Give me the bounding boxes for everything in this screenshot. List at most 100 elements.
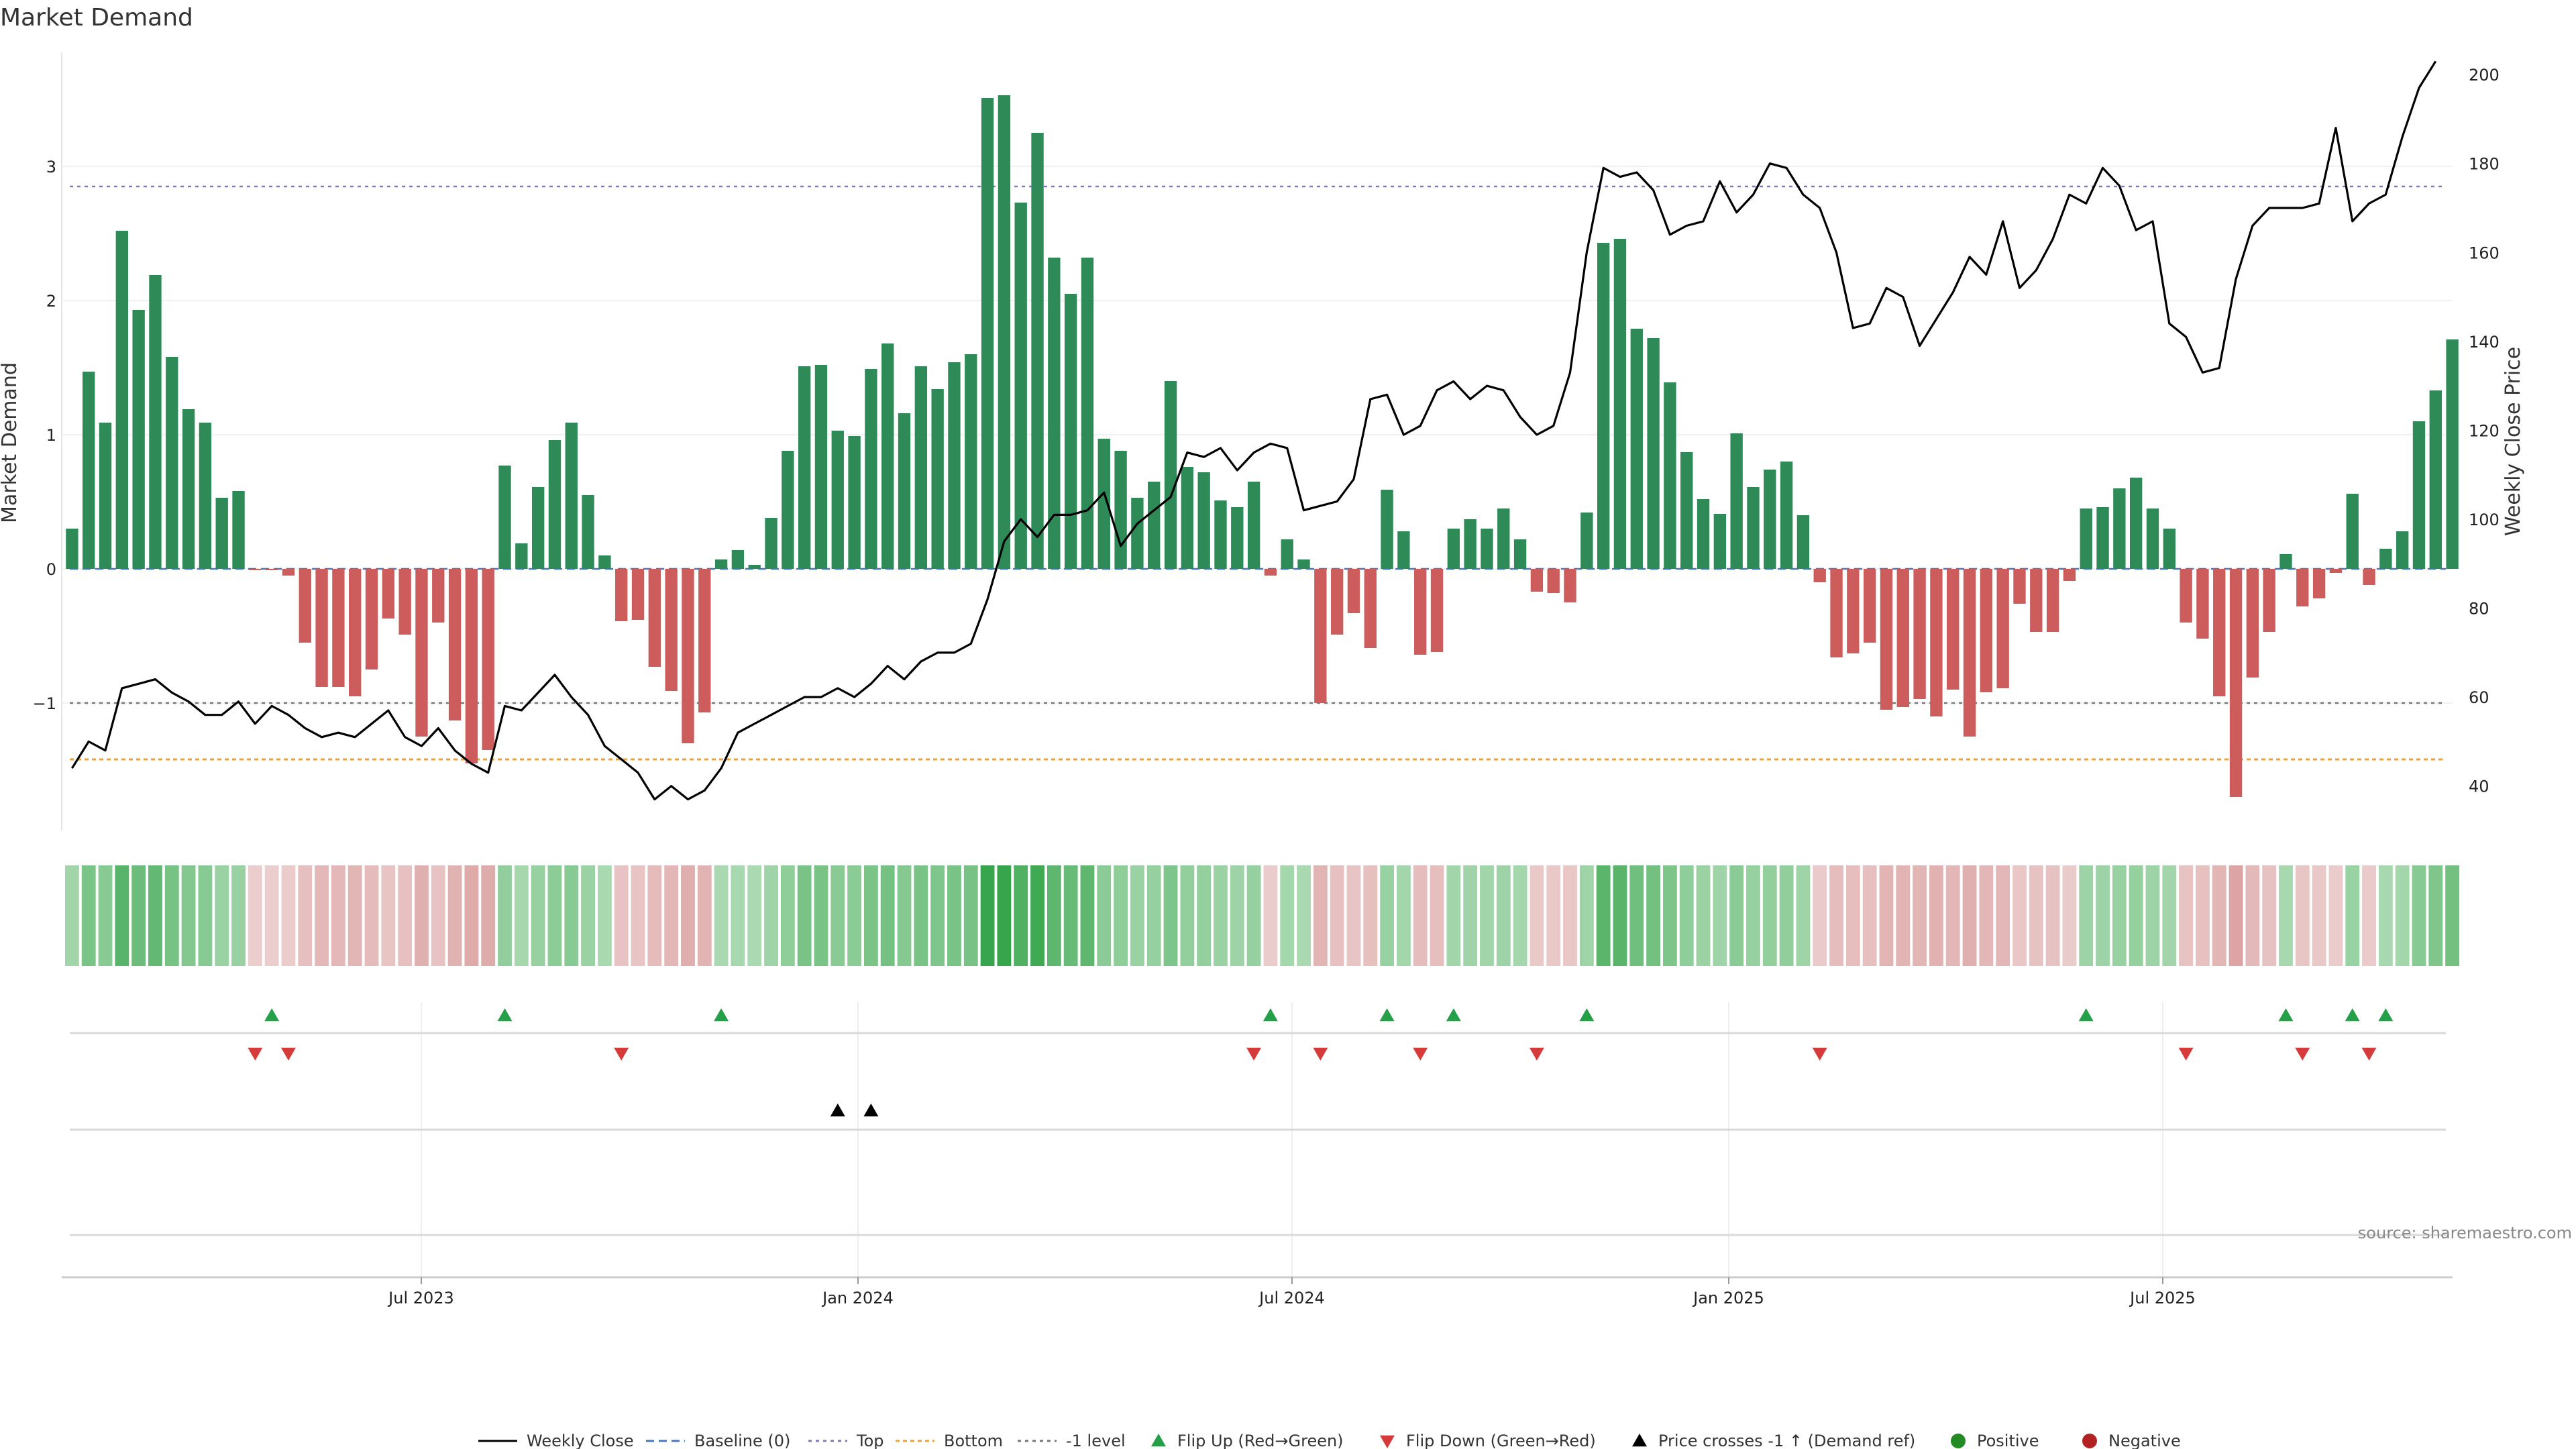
positive-demand-bar (1247, 482, 1260, 569)
positive-demand-bar (931, 389, 944, 569)
heat-cell (1463, 865, 1478, 966)
heat-cell (298, 865, 313, 966)
positive-demand-bar (2080, 508, 2092, 569)
negative-demand-bar (1880, 569, 1893, 710)
heat-cell (464, 865, 479, 966)
negative-demand-bar (2263, 569, 2275, 632)
positive-demand-bar (1597, 243, 1610, 569)
heat-cell (264, 865, 279, 966)
heat-cell (997, 865, 1012, 966)
right-tick-label: 120 (2469, 421, 2500, 440)
heat-cell (364, 865, 379, 966)
heat-cell (614, 865, 629, 966)
negative-demand-bar (2013, 569, 2026, 604)
positive-demand-bar (1780, 462, 1793, 569)
negative-demand-bar (1930, 569, 1943, 716)
negative-demand-bar (1347, 569, 1360, 613)
heat-cell (1662, 865, 1677, 966)
heat-cell (98, 865, 113, 966)
heat-cell (498, 865, 512, 966)
right-tick-label: 200 (2469, 66, 2500, 85)
heat-cell (1163, 865, 1178, 966)
heat-cell (681, 865, 695, 966)
negative-demand-bar (1530, 569, 1544, 592)
heat-cell (2262, 865, 2277, 966)
heat-cell (1979, 865, 1994, 966)
right-tick-label: 40 (2469, 777, 2489, 796)
left-tick-label: 0 (46, 560, 56, 579)
heat-cell (2312, 865, 2326, 966)
heat-cell (747, 865, 762, 966)
negative-demand-bar (2046, 569, 2059, 632)
heat-cell (1746, 865, 1760, 966)
flip-down-marker (2178, 1047, 2194, 1061)
heat-cell (1197, 865, 1212, 966)
heat-cell (914, 865, 928, 966)
negative-demand-bar (648, 569, 661, 667)
heat-cell (1613, 865, 1627, 966)
legend-label: Flip Down (Green→Red) (1406, 1432, 1596, 1449)
negative-demand-bar (332, 569, 345, 687)
negative-demand-bar (249, 569, 262, 570)
heat-cell (963, 865, 978, 966)
flip-down-marker (614, 1047, 629, 1061)
negative-demand-bar (2296, 569, 2309, 606)
heat-cell (1330, 865, 1344, 966)
heat-cell (1729, 865, 1744, 966)
legend-label: Positive (1977, 1432, 2039, 1449)
negative-demand-bar (1813, 569, 1826, 582)
positive-demand-bar (998, 95, 1011, 569)
heat-cell (164, 865, 179, 966)
heat-cell (1945, 865, 1960, 966)
heat-cell (431, 865, 445, 966)
flip-down-marker (2295, 1047, 2310, 1061)
heat-cell (1696, 865, 1711, 966)
negative-demand-bar (2246, 569, 2259, 678)
heat-cell (1829, 865, 1843, 966)
positive-demand-bar (1114, 451, 1127, 569)
heat-cell (2279, 865, 2293, 966)
positive-demand-bar (2412, 421, 2426, 569)
legend-item: Weekly Close (478, 1432, 634, 1449)
heat-cell (1097, 865, 1112, 966)
legend-label: Baseline (0) (694, 1432, 790, 1449)
legend-item: Flip Up (Red→Green) (1151, 1432, 1344, 1449)
heat-cell (2079, 865, 2094, 966)
flip-down-marker (1246, 1047, 1262, 1061)
heat-cell (1063, 865, 1078, 966)
heat-cell (1546, 865, 1561, 966)
flip-up-marker (2078, 1008, 2094, 1022)
negative-demand-bar (432, 569, 445, 623)
heat-cell (1629, 865, 1644, 966)
heat-cell (248, 865, 262, 966)
positive-demand-bar (132, 310, 145, 569)
heat-cell (2162, 865, 2177, 966)
legend-item: -1 level (1018, 1432, 1126, 1449)
heat-cell (447, 865, 462, 966)
heat-cell (2428, 865, 2443, 966)
x-tick-label: Jul 2024 (1258, 1289, 1325, 1307)
flip-down-marker (280, 1047, 296, 1061)
demand-bars (66, 95, 2459, 797)
positive-demand-bar (1148, 482, 1161, 569)
negative-demand-bar (2030, 569, 2043, 632)
positive-demand-bar (1497, 508, 1510, 569)
left-tick-label: −1 (33, 694, 56, 713)
positive-demand-bar (1031, 133, 1044, 569)
positive-demand-bar (914, 366, 928, 569)
heat-cell (647, 865, 662, 966)
legend-label: Flip Up (Red→Green) (1177, 1432, 1344, 1449)
heat-cell (1646, 865, 1661, 966)
heat-cell (1046, 865, 1061, 966)
flip-down-marker (2361, 1047, 2377, 1061)
heat-cell (1014, 865, 1028, 966)
positive-demand-bar (1181, 467, 1194, 569)
heat-cell (1214, 865, 1228, 966)
legend-label: Price crosses -1 ↑ (Demand ref) (1658, 1432, 1915, 1449)
positive-demand-bar (1081, 258, 1094, 569)
positive-demand-bar (1764, 470, 1776, 569)
negative-demand-bar (1830, 569, 1843, 657)
positive-demand-bar (2279, 554, 2292, 569)
heat-cell (1962, 865, 1977, 966)
positive-demand-bar (2396, 531, 2409, 569)
